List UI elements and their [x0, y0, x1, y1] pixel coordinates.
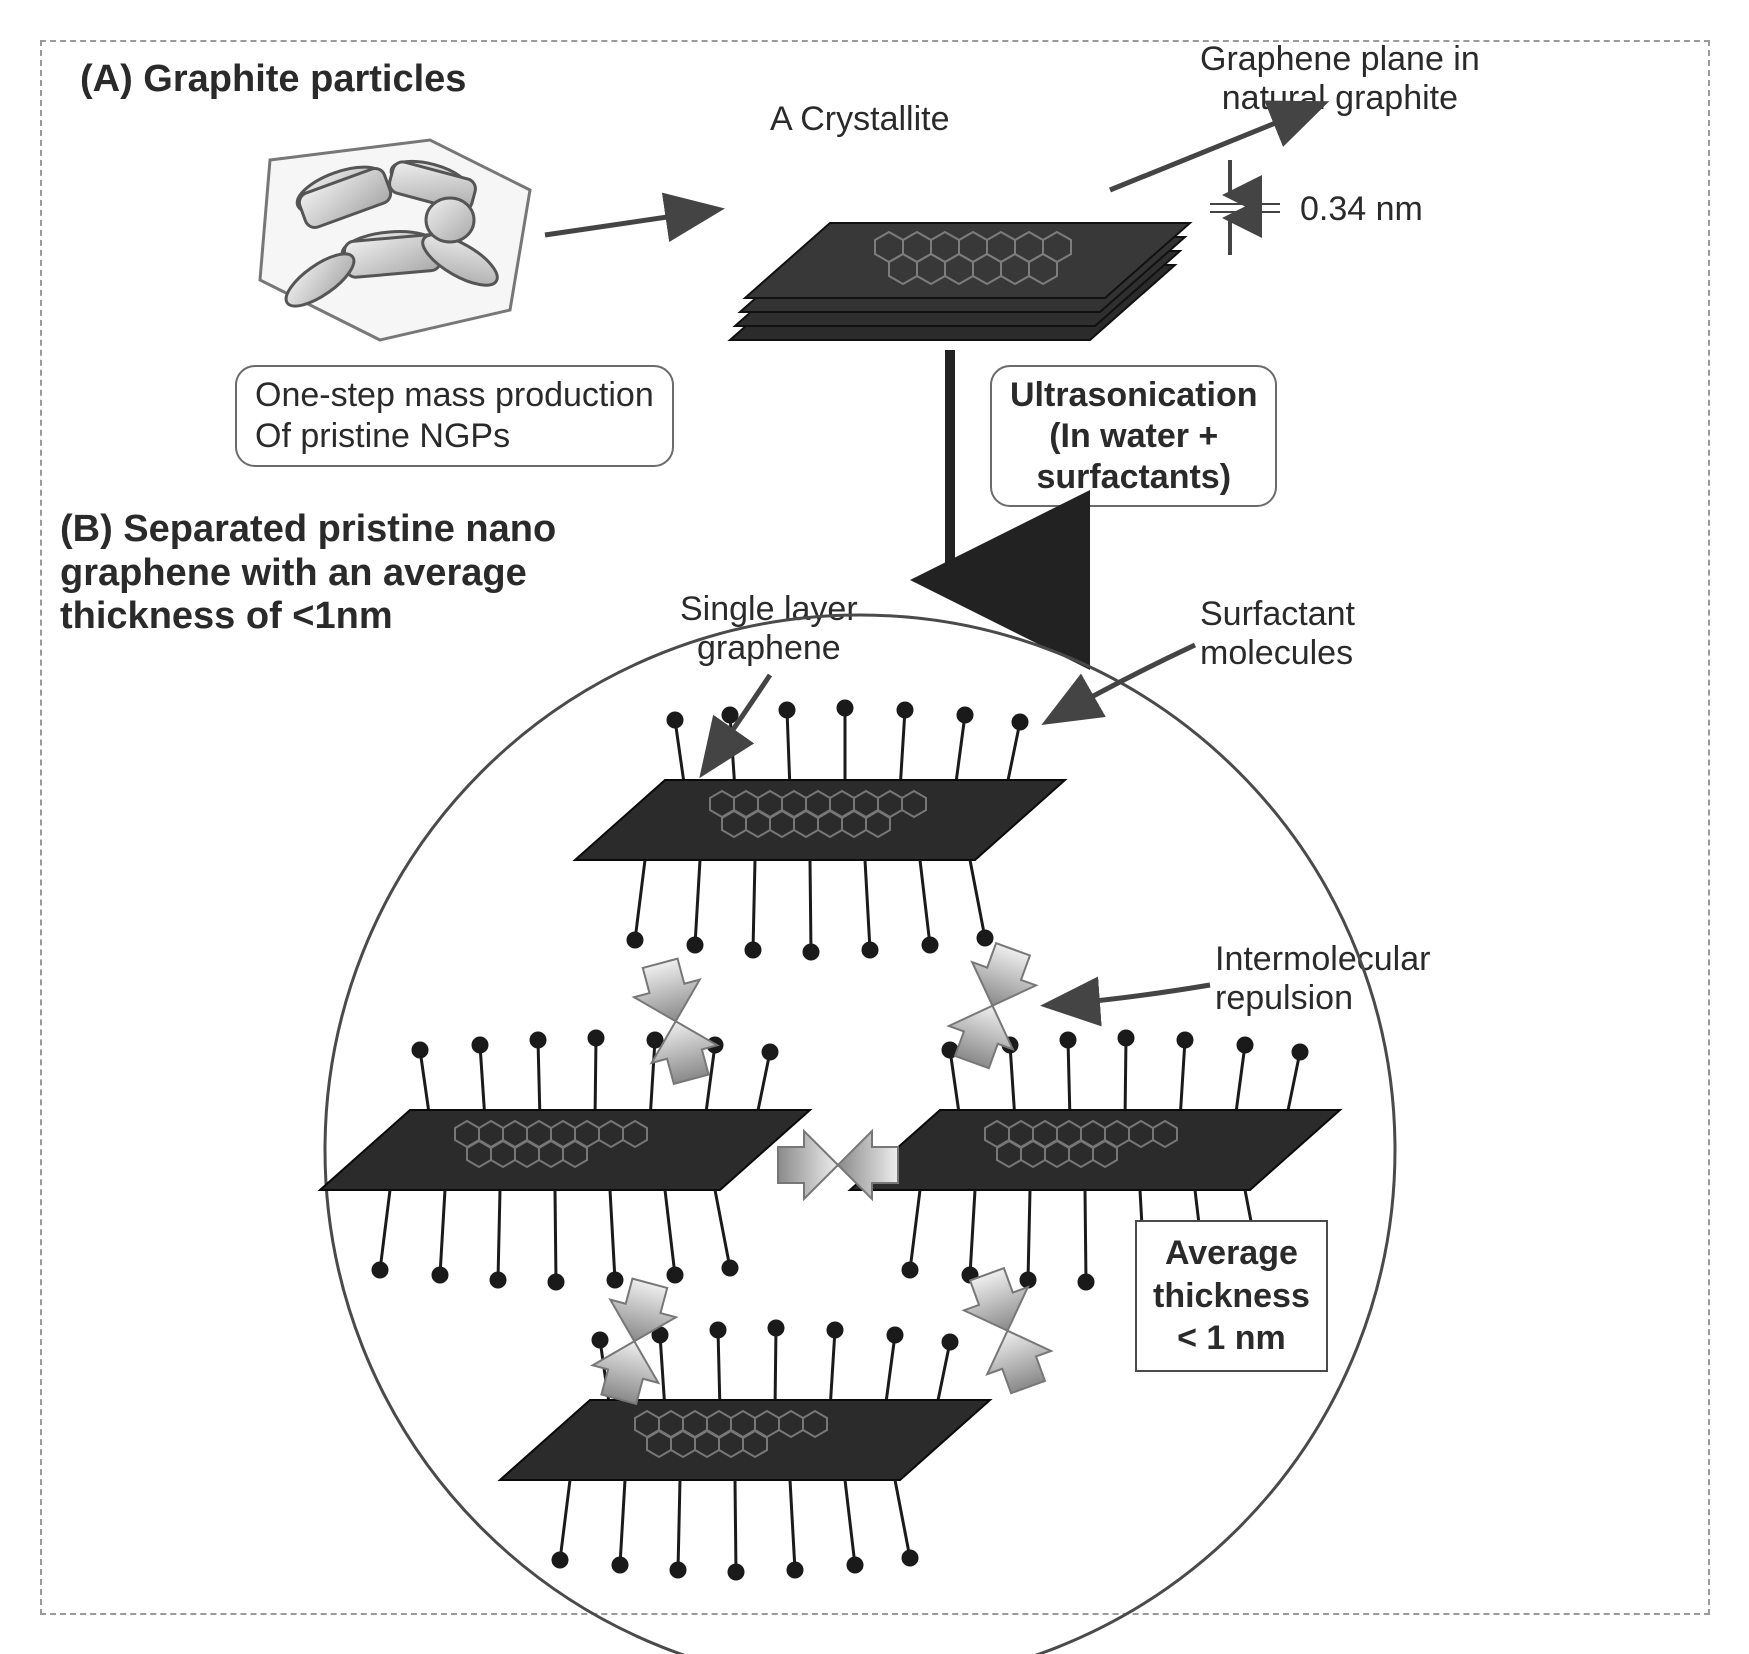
callout-arrows-b-icon — [0, 0, 1749, 1654]
figure-canvas: (A) Graphite particles Graphene plane in… — [0, 0, 1749, 1654]
thickness-box: Average thickness < 1 nm — [1135, 1220, 1328, 1372]
